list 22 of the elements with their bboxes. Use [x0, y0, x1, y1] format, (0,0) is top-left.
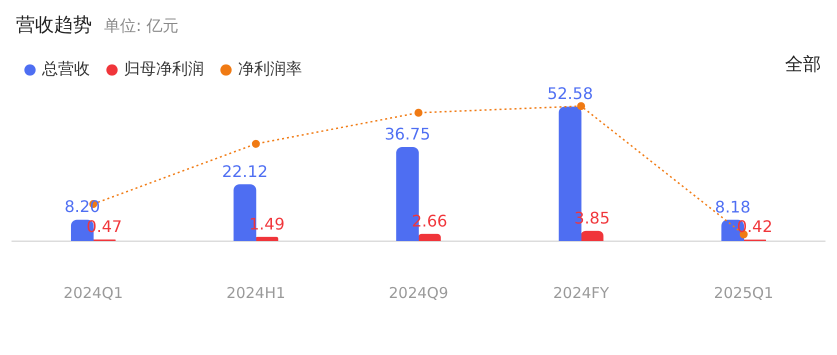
data-label: 22.12	[222, 162, 268, 181]
point	[577, 102, 586, 110]
data-label: 52.58	[547, 84, 594, 104]
data-label: 8.18	[714, 197, 751, 216]
data-label: 8.20	[64, 197, 100, 216]
x-tick-label: 2024FY	[553, 284, 610, 302]
bar	[580, 230, 604, 241]
x-tick-label: 2025Q1	[714, 284, 774, 302]
x-tick-label: 2024Q9	[388, 284, 448, 302]
bar	[256, 236, 278, 241]
point	[414, 108, 422, 117]
x-tick-label: 2024H1	[226, 284, 286, 302]
text: 全部	[785, 53, 821, 76]
data-label: 36.75	[384, 124, 430, 144]
bar	[418, 234, 441, 241]
legend-label: 归母净利润	[124, 59, 204, 78]
point	[252, 140, 260, 148]
legend-label: 净利润率	[238, 59, 302, 78]
legend-label: 总营收	[41, 59, 90, 78]
x-tick-label: 2024Q1	[64, 284, 124, 302]
chart-subtitle: 单位: 亿元	[104, 16, 178, 37]
chart-title: 营收趋势	[16, 13, 92, 38]
